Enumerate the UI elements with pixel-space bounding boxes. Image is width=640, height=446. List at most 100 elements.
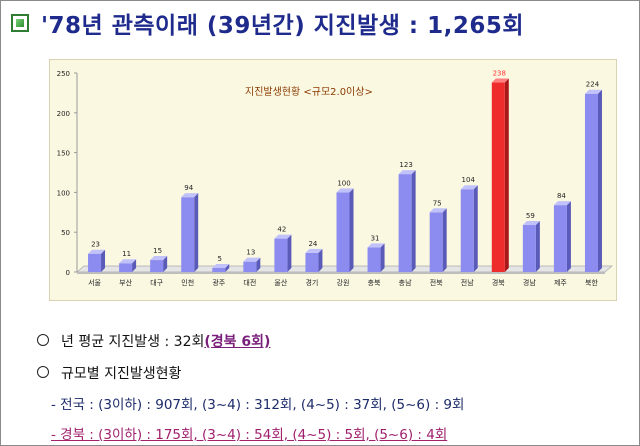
magnitude-heading-line: 규모별 지진발생현황 xyxy=(37,363,181,383)
bar-top xyxy=(150,256,168,261)
green-square-bullet-icon xyxy=(11,14,29,32)
x-tick-label: 대전 xyxy=(243,278,256,287)
bar-전북 xyxy=(429,212,443,272)
data-label: 23 xyxy=(91,241,100,249)
y-tick-label: 250 xyxy=(57,70,70,78)
bar-경북 xyxy=(491,82,505,272)
x-tick-label: 서울 xyxy=(88,278,101,287)
bar-top xyxy=(181,193,199,198)
bar-top xyxy=(88,249,106,254)
circle-bullet-icon xyxy=(37,334,49,346)
x-tick-label: 인천 xyxy=(181,278,194,287)
bar-side xyxy=(256,257,261,272)
data-label: 123 xyxy=(399,161,412,169)
x-tick-label: 경남 xyxy=(523,278,536,287)
data-label: 94 xyxy=(184,184,193,192)
data-label: 59 xyxy=(526,212,535,220)
bar-side xyxy=(504,78,509,272)
y-tick-label: 150 xyxy=(57,150,70,158)
bar-side xyxy=(566,201,571,272)
data-label: 224 xyxy=(586,81,600,89)
bar-side xyxy=(225,264,230,272)
data-label: 84 xyxy=(557,192,566,200)
bar-top xyxy=(398,170,416,175)
bar-대구 xyxy=(150,260,164,272)
bar-side xyxy=(287,234,292,272)
data-label: 31 xyxy=(371,234,380,242)
x-tick-label: 북한 xyxy=(585,279,598,287)
bar-충북 xyxy=(367,247,381,272)
bar-강원 xyxy=(336,192,350,272)
bar-경남 xyxy=(522,225,536,272)
data-label: 42 xyxy=(277,226,286,234)
x-tick-label: 경북 xyxy=(492,278,505,287)
bar-top xyxy=(429,208,447,213)
bar-side xyxy=(163,256,168,272)
bar-top xyxy=(367,243,385,248)
magnitude-heading-text: 규모별 지진발생현황 xyxy=(61,366,182,382)
data-label: 11 xyxy=(122,250,131,258)
bar-side xyxy=(349,188,354,272)
bar-side xyxy=(380,243,385,272)
y-tick-label: 0 xyxy=(66,269,70,277)
chart-panel xyxy=(49,59,617,301)
bar-전남 xyxy=(460,189,474,272)
x-tick-label: 충북 xyxy=(368,278,381,287)
y-tick-label: 200 xyxy=(57,110,70,118)
bar-side xyxy=(194,193,199,272)
bar-side xyxy=(318,248,323,272)
x-tick-label: 광주 xyxy=(212,279,225,287)
x-tick-label: 충남 xyxy=(399,278,412,287)
x-tick-label: 울산 xyxy=(274,278,287,287)
bar-side xyxy=(101,249,106,272)
data-label: 15 xyxy=(153,247,162,255)
bar-side xyxy=(597,89,602,272)
data-label: 5 xyxy=(218,255,222,263)
bar-제주 xyxy=(553,205,567,272)
annual-average-line: 년 평균 지진발생 : 32회(경북 6회) xyxy=(37,331,270,351)
x-tick-label: 전북 xyxy=(430,278,443,287)
bar-서울 xyxy=(88,253,102,272)
y-tick-label: 50 xyxy=(61,229,70,237)
bar-경기 xyxy=(305,252,319,272)
bar-side xyxy=(473,185,478,272)
gyeongbuk-average-highlight: (경북 6회) xyxy=(204,334,271,350)
chart-title: 지진발생현황 <규모2.0이상> xyxy=(245,87,373,98)
bar-side xyxy=(535,221,540,272)
chart-floor-edge xyxy=(77,272,605,274)
bar-side xyxy=(411,170,416,272)
x-tick-label: 대구 xyxy=(150,279,163,287)
bar-top xyxy=(212,264,230,269)
bar-top xyxy=(305,248,323,253)
gyeongbuk-stats-line: - 경북 : (3이하) : 175회, (3~4) : 54회, (4~5) … xyxy=(51,427,448,443)
national-stats-line: - 전국 : (3이하) : 907회, (3~4) : 312회, (4~5)… xyxy=(51,397,465,413)
page-title: '78년 관측이래 (39년간) 지진발생 : 1,265회 xyxy=(41,13,524,39)
bar-top xyxy=(336,188,354,193)
x-tick-label: 강원 xyxy=(337,278,350,287)
bar-top xyxy=(522,221,540,226)
data-label: 100 xyxy=(337,179,350,187)
data-label: 238 xyxy=(493,70,506,78)
bar-side xyxy=(442,208,447,272)
x-tick-label: 제주 xyxy=(554,279,567,287)
data-label: 24 xyxy=(308,240,317,248)
slide-header: '78년 관측이래 (39년간) 지진발생 : 1,265회 xyxy=(11,7,524,39)
bar-북한 xyxy=(584,93,598,272)
bar-광주 xyxy=(212,268,226,272)
data-label: 104 xyxy=(462,176,476,184)
bar-side xyxy=(132,259,137,272)
x-tick-label: 경기 xyxy=(305,278,318,287)
bar-top xyxy=(460,185,478,190)
data-label: 13 xyxy=(246,249,255,257)
bar-울산 xyxy=(274,238,288,272)
data-label: 75 xyxy=(433,199,442,207)
bar-top xyxy=(584,89,602,94)
bar-top xyxy=(553,201,571,206)
bar-충남 xyxy=(398,174,412,272)
annual-average-text: 년 평균 지진발생 : 32회 xyxy=(61,334,205,350)
bar-chart: 0 50 100 150 200 250 23 서울 11 부산 15 대구 94 인천 5 광주 13 대전 42… xyxy=(57,70,613,287)
bar-부산 xyxy=(119,263,133,272)
bar-top xyxy=(274,234,292,239)
bar-대전 xyxy=(243,261,257,272)
